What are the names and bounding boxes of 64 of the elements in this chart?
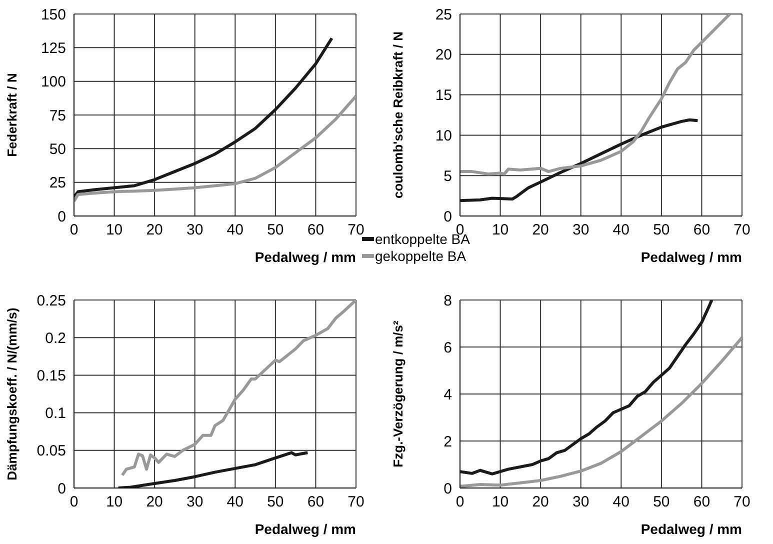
y-tick-label: 15 [435, 87, 452, 104]
x-tick-label: 70 [348, 222, 364, 239]
x-tick-label: 10 [106, 494, 123, 511]
y-axis-title: Fzg.-Verzögerung / m/s² [390, 320, 406, 468]
x-tick-label: 40 [226, 494, 244, 511]
y-tick-label: 100 [40, 74, 66, 91]
y-tick-label: 25 [435, 6, 452, 24]
y-tick-label: 0.05 [36, 442, 66, 460]
x-tick-label: 20 [532, 494, 549, 511]
x-tick-label: 10 [106, 222, 123, 239]
y-tick-label: 150 [40, 6, 66, 24]
y-tick-label: 0 [444, 480, 452, 498]
y-tick-label: 0 [58, 208, 66, 226]
x-tick-label: 10 [492, 222, 509, 239]
x-tick-label: 20 [146, 494, 163, 511]
x-tick-label: 70 [734, 222, 750, 239]
x-tick-label: 30 [572, 494, 590, 511]
y-axis-title: coulomb'sche Reibkraft / N [390, 31, 406, 199]
y-tick-label: 5 [444, 168, 452, 185]
x-tick-label: 0 [456, 494, 464, 511]
y-tick-label: 4 [444, 386, 452, 404]
y-tick-label: 8 [444, 292, 452, 310]
x-tick-label: 50 [653, 222, 670, 239]
y-tick-label: 10 [435, 128, 452, 145]
x-tick-label: 30 [572, 222, 590, 239]
x-tick-label: 50 [267, 222, 284, 239]
y-tick-label: 2 [444, 433, 452, 450]
y-tick-label: 0.15 [36, 368, 66, 385]
x-axis-title: Pedalweg / mm [254, 521, 356, 537]
x-axis-title: Pedalweg / mm [640, 521, 742, 537]
x-axis-title: Pedalweg / mm [640, 249, 742, 265]
x-tick-label: 30 [186, 494, 204, 511]
x-tick-label: 70 [734, 494, 750, 511]
x-tick-label: 40 [612, 494, 630, 511]
y-tick-label: 25 [49, 174, 66, 192]
x-tick-label: 40 [612, 222, 630, 239]
legend-label: gekoppelte BA [375, 248, 466, 264]
x-tick-label: 50 [653, 494, 670, 511]
x-tick-label: 60 [307, 222, 324, 239]
x-tick-label: 60 [307, 494, 324, 511]
x-tick-label: 40 [226, 222, 244, 239]
y-tick-label: 0.1 [45, 405, 66, 422]
y-axis-title: Dämpfungskoeff. / N/(mm/s) [4, 308, 20, 480]
x-tick-label: 10 [492, 494, 509, 511]
y-tick-label: 0.25 [36, 292, 66, 310]
y-tick-label: 50 [49, 140, 66, 158]
x-tick-label: 60 [693, 222, 710, 239]
y-tick-label: 0 [58, 480, 66, 498]
x-tick-label: 0 [70, 222, 78, 239]
y-axis-title: Federkraft / N [4, 73, 20, 157]
y-tick-label: 0 [444, 208, 452, 226]
x-axis-title: Pedalweg / mm [254, 249, 356, 265]
x-tick-label: 70 [348, 494, 364, 511]
x-tick-label: 30 [186, 222, 204, 239]
x-tick-label: 50 [267, 494, 284, 511]
y-tick-label: 75 [49, 107, 66, 124]
y-tick-label: 6 [444, 339, 452, 356]
x-tick-label: 20 [146, 222, 163, 239]
y-tick-label: 125 [40, 40, 66, 57]
y-tick-label: 0.2 [45, 330, 66, 347]
x-tick-label: 0 [70, 494, 78, 511]
x-tick-label: 20 [532, 222, 549, 239]
y-tick-label: 20 [435, 46, 452, 64]
x-tick-label: 60 [693, 494, 710, 511]
